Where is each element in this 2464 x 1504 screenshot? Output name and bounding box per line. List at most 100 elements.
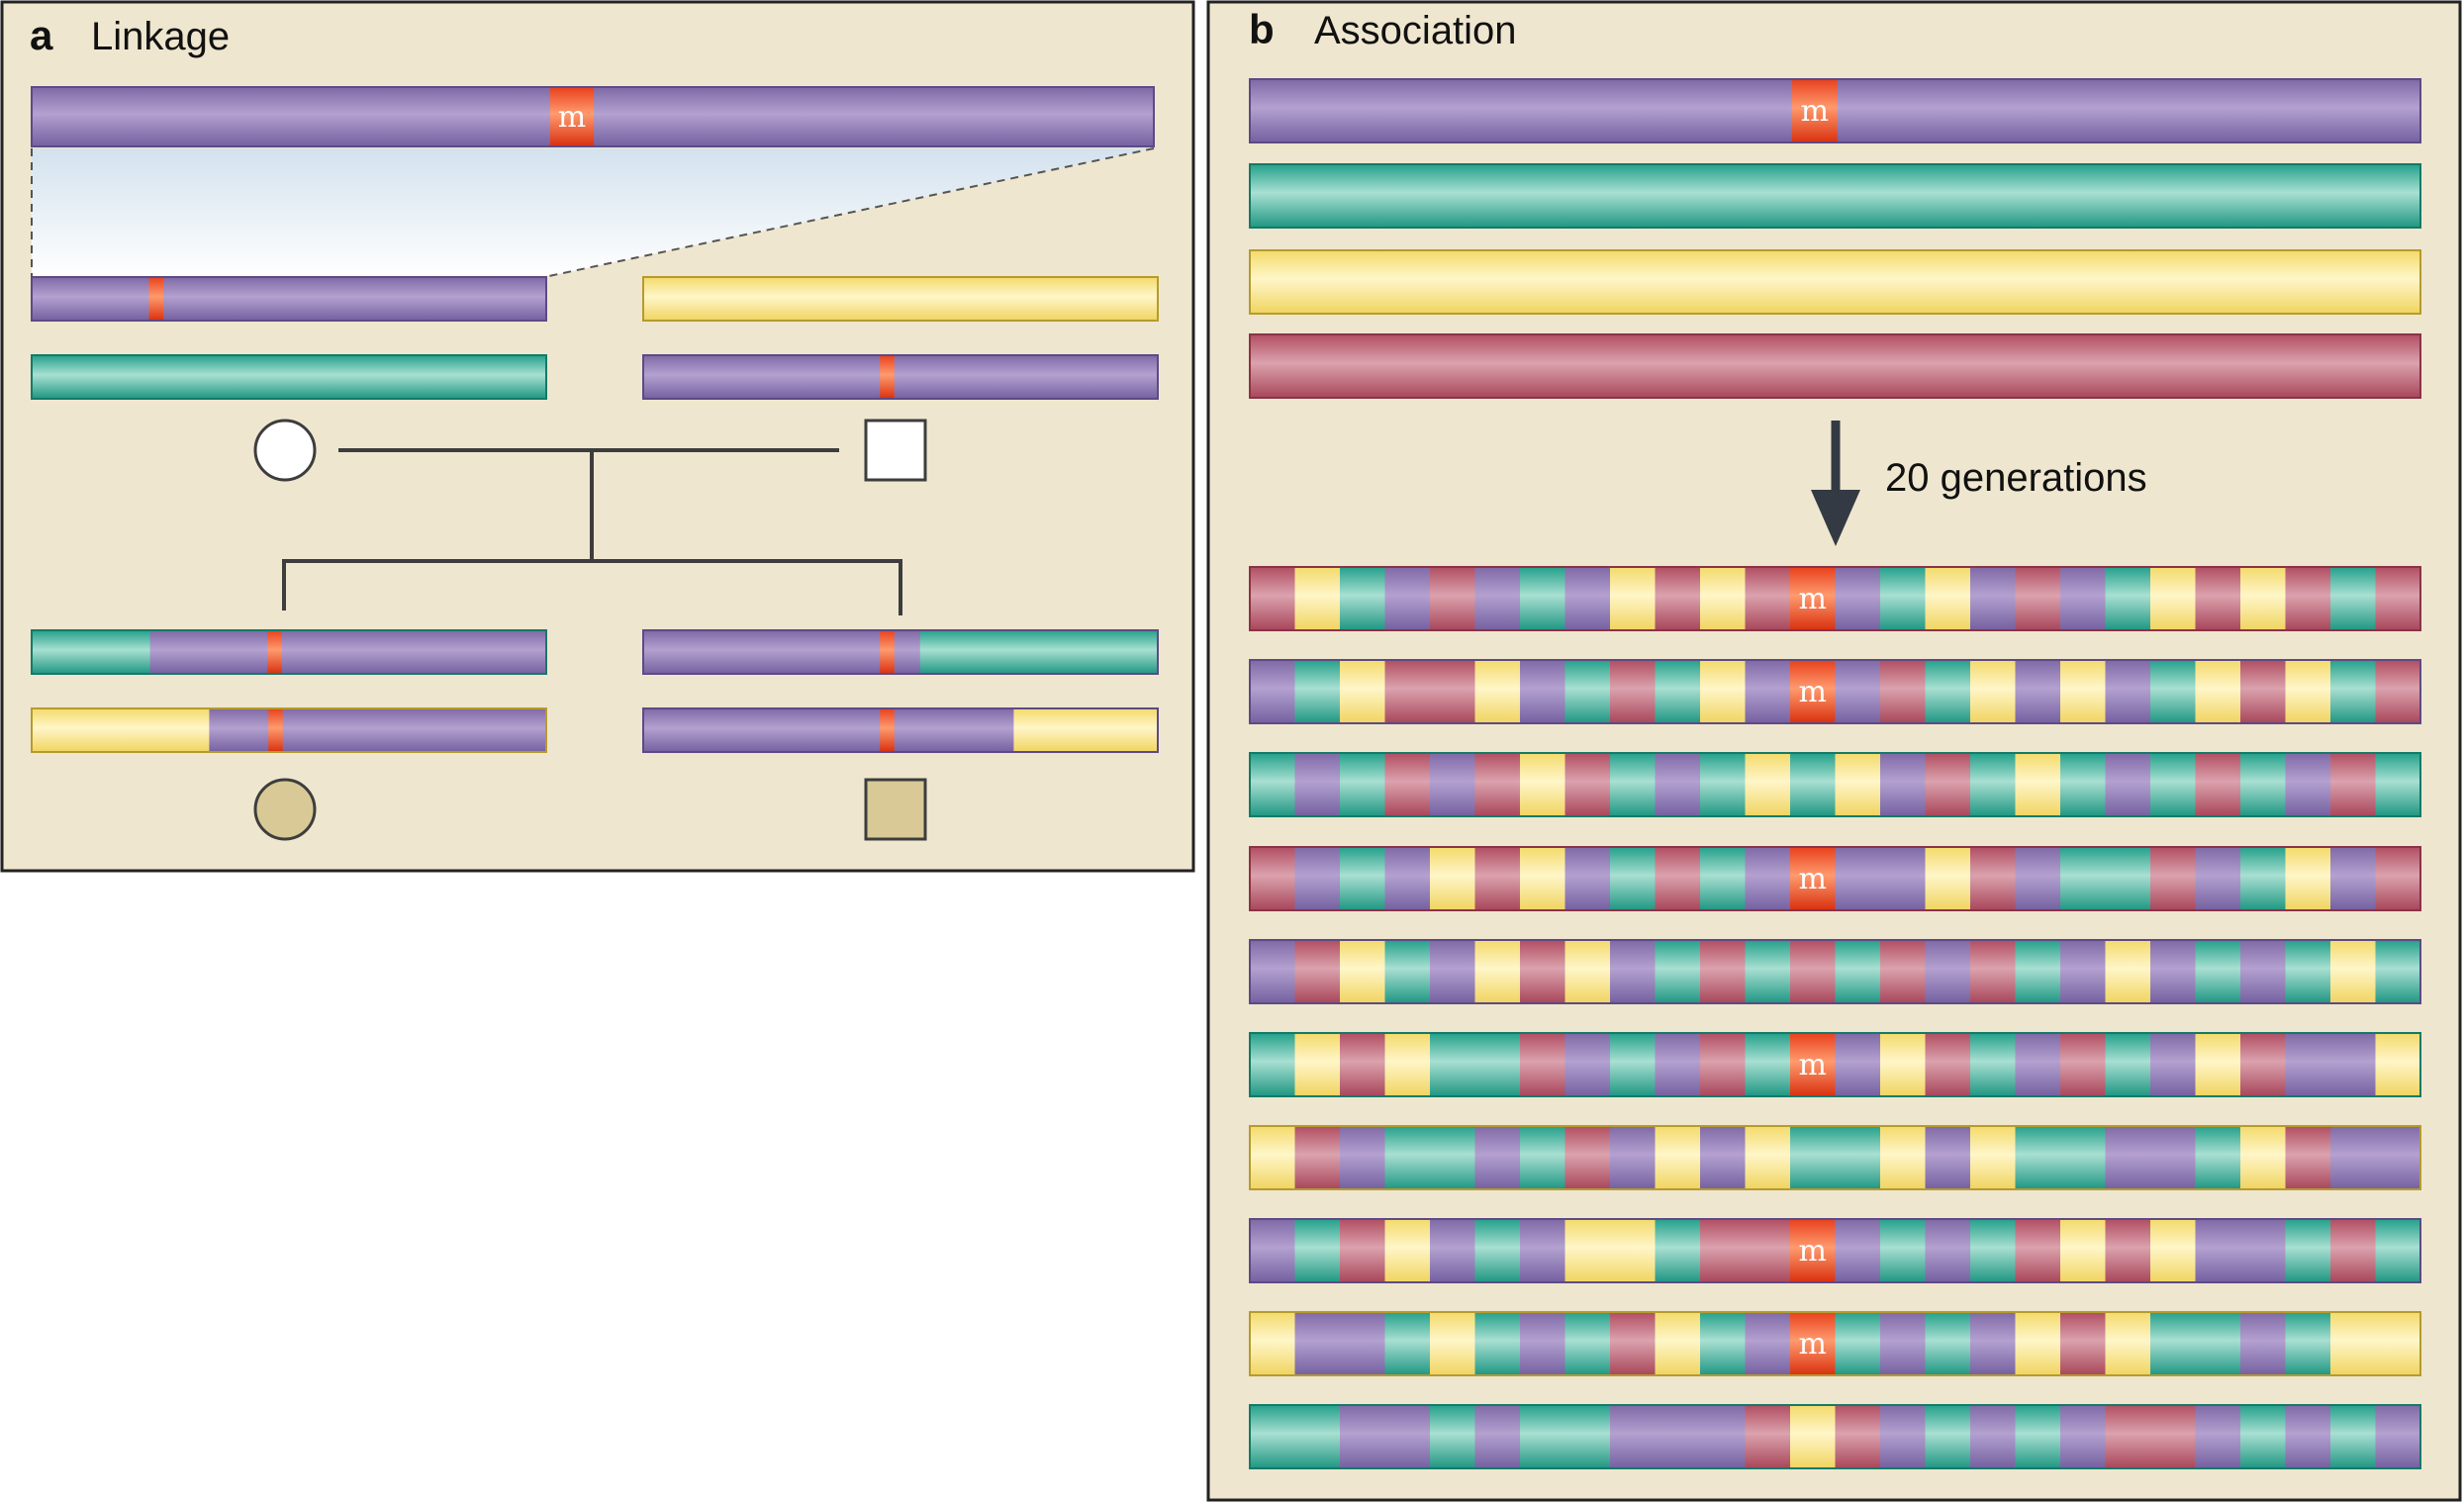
purple-segment [2330,1126,2377,1189]
purple-segment [1384,1405,1431,1468]
yellow-segment [2285,847,2331,910]
purple-segment [1835,1033,1881,1096]
yellow-segment [1340,940,1386,1003]
teal-segment [1294,1405,1341,1468]
mutation-segment [880,708,896,752]
red-segment [2375,660,2421,723]
mother-chromosome-2 [31,354,547,400]
chromosome-outline [1249,333,2421,399]
teal-segment [1250,164,2421,228]
panel-b-chromosomes: m m m m m m m [1249,78,2421,1469]
purple-segment [1430,940,1476,1003]
mutation-segment [1790,1033,1837,1096]
chromosome-outline [642,707,1159,753]
teal-segment [1294,660,1341,723]
mutation-m-label: m [1799,1234,1827,1269]
teal-segment [2330,567,2377,630]
purple-segment [1925,1126,1971,1189]
chromosome-outline [31,276,547,322]
purple-segment [2285,753,2331,816]
purple-segment [2150,940,2197,1003]
yellow-segment [1340,660,1386,723]
original-chromosome-teal [1249,163,2421,229]
red-segment [1250,847,1296,910]
red-segment [1430,567,1476,630]
yellow-segment [1925,847,1971,910]
yellow-segment [2375,1033,2421,1096]
yellow-segment [2240,567,2287,630]
yellow-segment [32,708,210,752]
purple-segment [1294,1312,1341,1375]
teal-segment [1655,1219,1701,1282]
purple-segment [1745,847,1791,910]
purple-segment [1250,1219,1296,1282]
mutation-segment [549,87,595,146]
chromosome-outline [31,354,547,400]
yellow-segment [1655,1126,1701,1189]
red-segment [1700,1219,1747,1282]
mutation-m-label: m [1799,582,1827,616]
purple-segment [643,708,881,752]
teal-segment [1610,847,1657,910]
red-segment [2105,1219,2151,1282]
teal-segment [1970,1033,2017,1096]
zoom-projection [32,148,1154,277]
mutation-segment [880,630,896,674]
purple-segment [1564,847,1611,910]
purple-segment [2195,1219,2241,1282]
teal-segment [1384,1126,1431,1189]
teal-segment [2285,940,2331,1003]
recombinant-chromosome-1: m [1249,566,2421,631]
red-segment [1925,1033,1971,1096]
red-segment [2015,567,2061,630]
red-segment [2330,753,2377,816]
original-chromosome-red [1249,333,2421,399]
purple-segment [1837,79,2421,142]
red-segment [1655,847,1701,910]
purple-segment [1835,567,1881,630]
mutation-segment [148,277,164,321]
yellow-segment [1520,847,1566,910]
recombinant-chromosome-3 [1249,752,2421,817]
teal-segment [2060,1126,2107,1189]
parent-female-unaffected-symbol [253,419,317,482]
mutation-segment [1790,847,1837,910]
red-segment [2195,567,2241,630]
purple-segment [1835,660,1881,723]
chromosome-outline [1249,78,2421,143]
teal-segment [2330,660,2377,723]
yellow-segment [2015,753,2061,816]
teal-segment [2375,940,2421,1003]
panel-a-title: Linkage [91,15,230,58]
yellow-segment [1430,1312,1476,1375]
mutation-m-label: m [1801,94,1829,129]
red-segment [2285,567,2331,630]
teal-segment [1790,753,1837,816]
purple-segment [643,355,881,399]
yellow-segment [1384,1033,1431,1096]
chromosome-outline [642,354,1159,400]
mother-chromosome-1 [31,276,547,322]
purple-segment [2105,660,2151,723]
yellow-segment [1294,1033,1341,1096]
yellow-segment [2330,1312,2377,1375]
red-segment [1384,660,1431,723]
recombinant-chromosome-10 [1249,1404,2421,1469]
teal-segment [1520,1126,1566,1189]
red-segment [1520,940,1566,1003]
red-segment [1970,847,2017,910]
purple-segment [2375,1405,2421,1468]
purple-segment [1610,1126,1657,1189]
purple-segment [1474,567,1521,630]
panel-a-linkage: a Linkage m [0,0,1195,873]
red-segment [2105,1405,2151,1468]
purple-segment [2240,1219,2287,1282]
teal-segment [1745,940,1791,1003]
teal-segment [1250,753,1296,816]
mutation-m-label: m [1799,1048,1827,1082]
purple-segment [2240,1312,2287,1375]
teal-segment [1790,1126,1837,1189]
teal-segment [1700,847,1747,910]
teal-segment [2105,847,2151,910]
